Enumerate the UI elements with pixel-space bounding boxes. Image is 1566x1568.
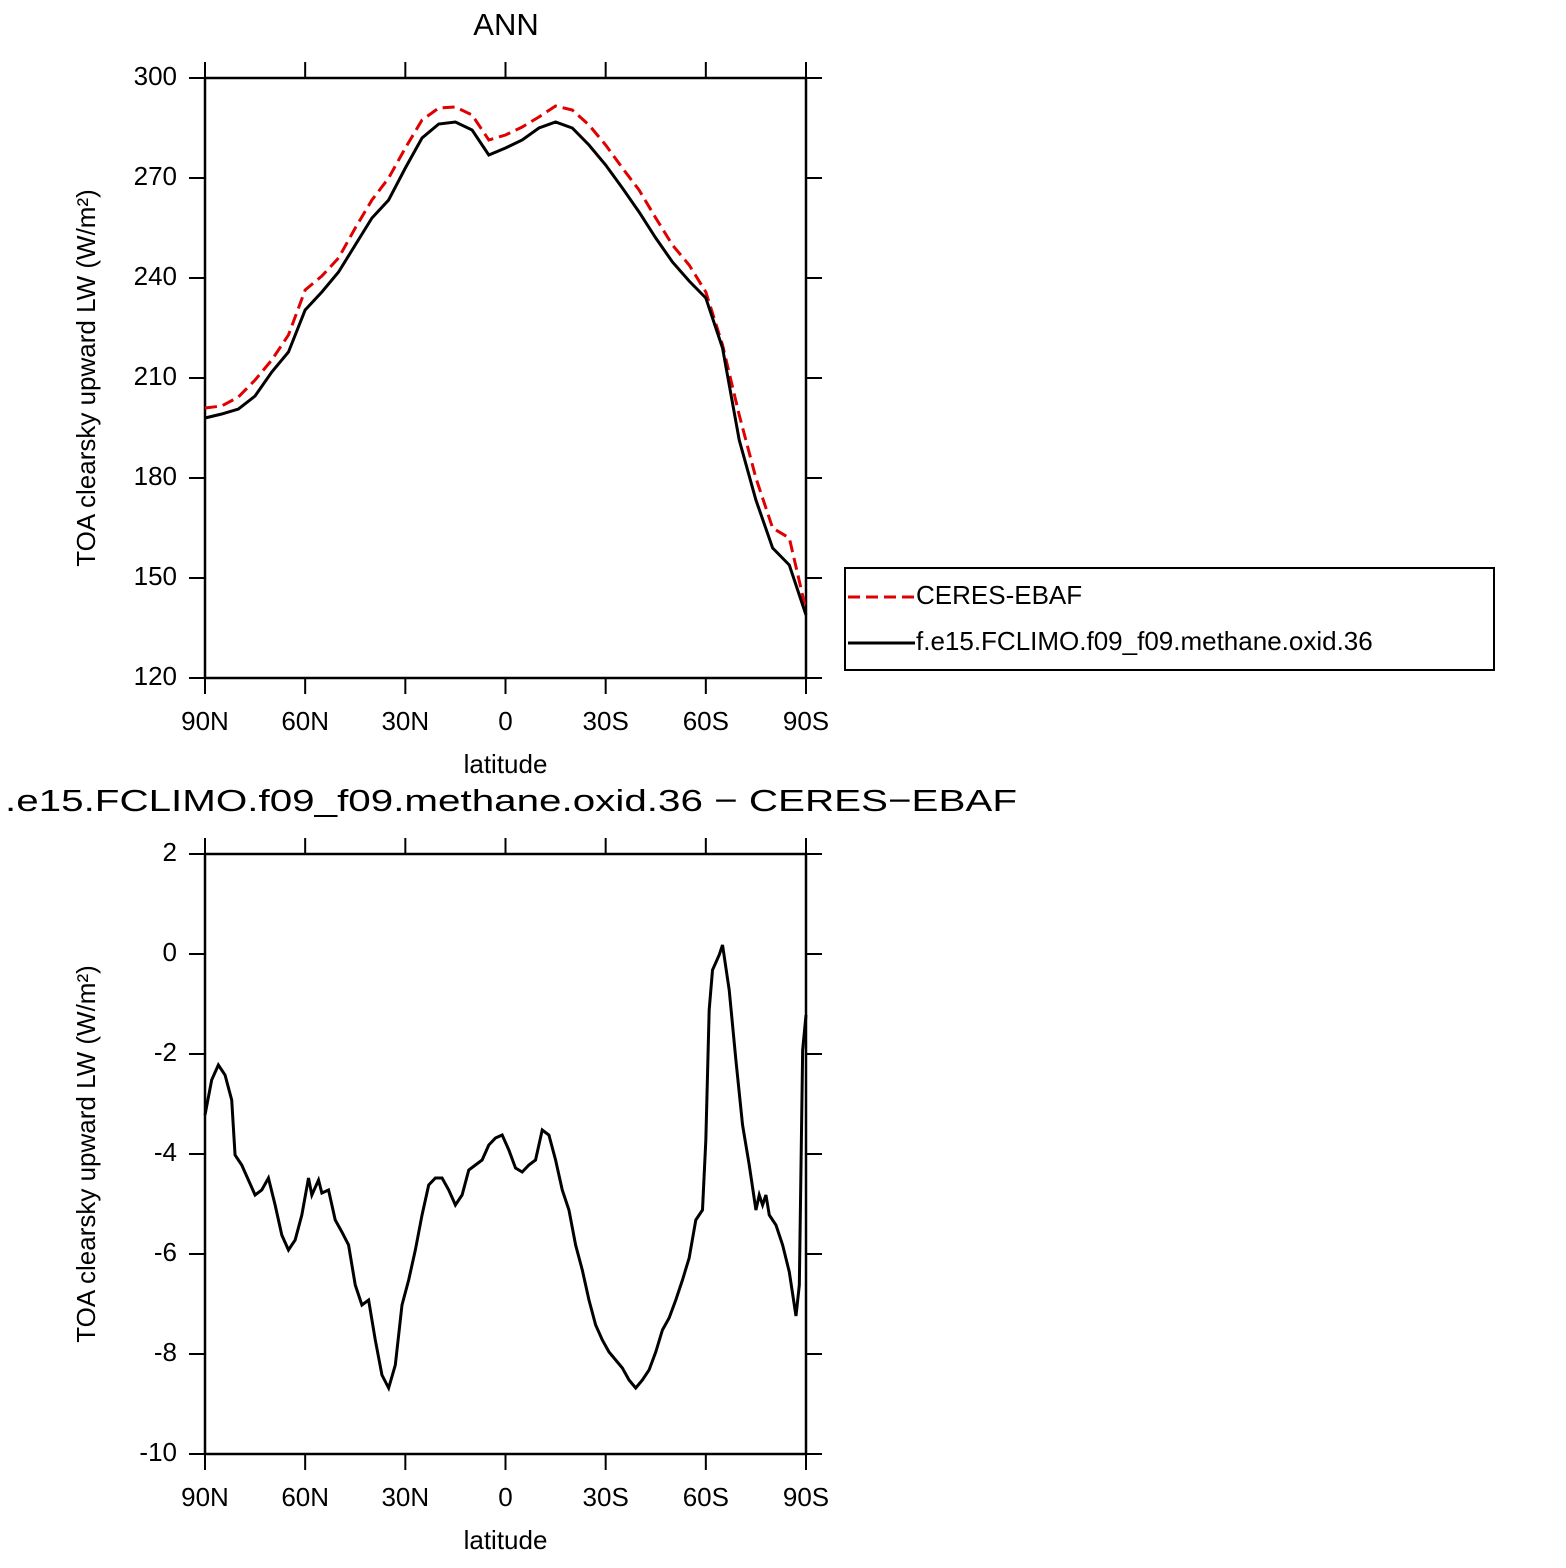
legend-label: f.e15.FCLIMO.f09_f09.methane.oxid.36 <box>916 626 1373 656</box>
x-tick-label: 30S <box>583 706 629 736</box>
x-tick-label: 90S <box>783 1482 829 1512</box>
y-tick-label: 240 <box>134 261 177 291</box>
y-axis-label: TOA clearsky upward LW (W/m²) <box>71 189 101 567</box>
x-tick-label: 30N <box>381 1482 429 1512</box>
y-tick-label: 0 <box>163 937 177 967</box>
plot-frame <box>203 852 808 1456</box>
y-tick-label: -8 <box>154 1337 177 1367</box>
x-tick-label: 60S <box>683 706 729 736</box>
y-tick-label: 150 <box>134 561 177 591</box>
x-tick-label: 0 <box>498 706 512 736</box>
y-tick-label: 180 <box>134 461 177 491</box>
x-tick-label: 0 <box>498 1482 512 1512</box>
x-tick-label: 90N <box>181 706 229 736</box>
x-tick-label: 60S <box>683 1482 729 1512</box>
x-tick-label: 30S <box>583 1482 629 1512</box>
y-tick-label: -10 <box>139 1437 177 1467</box>
x-axis-label: latitude <box>464 749 548 779</box>
y-tick-label: 2 <box>163 837 177 867</box>
x-tick-label: 60N <box>281 1482 329 1512</box>
y-tick-label: -6 <box>154 1237 177 1267</box>
y-tick-label: 120 <box>134 661 177 691</box>
y-tick-label: 270 <box>134 161 177 191</box>
chart-title: ANN <box>473 7 538 42</box>
data-line <box>203 944 808 1393</box>
y-tick-label: 210 <box>134 361 177 391</box>
y-tick-label: -2 <box>154 1037 177 1067</box>
y-axis-label: TOA clearsky upward LW (W/m²) <box>71 965 101 1343</box>
x-tick-label: 90S <box>783 706 829 736</box>
y-tick-label: -4 <box>154 1137 177 1167</box>
y-tick-label: 300 <box>134 61 177 91</box>
chart-title: .e15.FCLIMO.f09_f09.methane.oxid.36 − CE… <box>5 783 1017 818</box>
x-tick-label: 60N <box>281 706 329 736</box>
data-line <box>204 104 808 611</box>
legend-box <box>844 567 1495 671</box>
x-axis-label: latitude <box>464 1525 548 1555</box>
plot-frame <box>203 76 808 680</box>
data-line <box>204 120 808 616</box>
x-tick-label: 90N <box>181 1482 229 1512</box>
legend-label: CERES-EBAF <box>916 580 1082 610</box>
x-tick-label: 30N <box>381 706 429 736</box>
